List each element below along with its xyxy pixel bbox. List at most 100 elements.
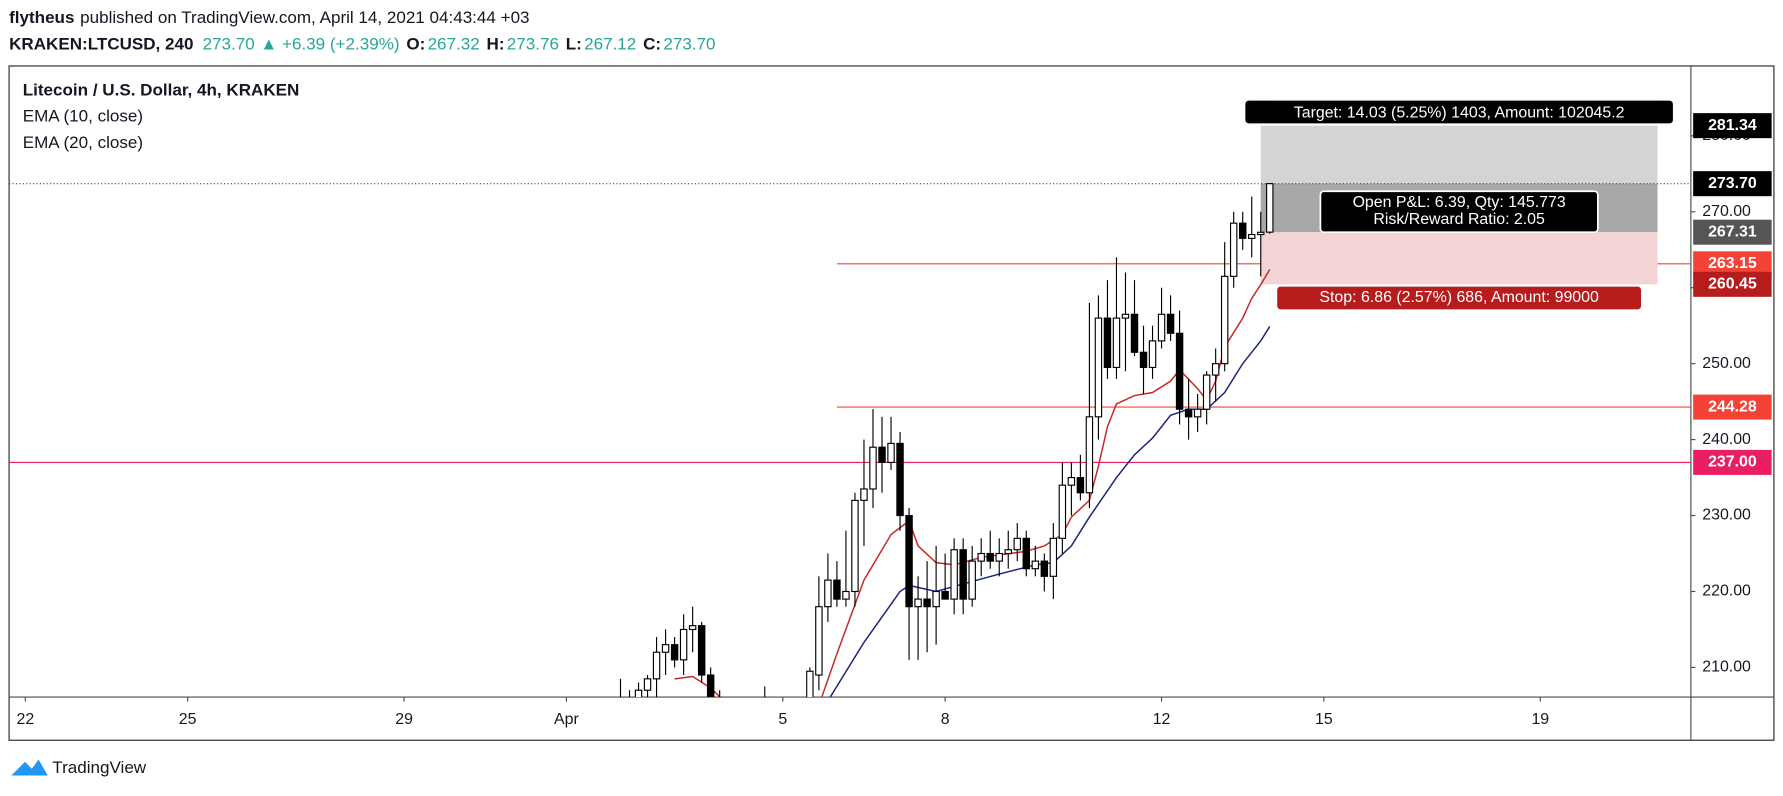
candle-body <box>661 644 670 653</box>
symbol: KRAKEN:LTCUSD, 240 <box>9 34 193 53</box>
candle-body <box>1112 317 1121 369</box>
candle-body <box>1067 477 1076 486</box>
ohlc-key: O: <box>406 34 425 53</box>
candle-body <box>1266 183 1274 233</box>
candle-body <box>1157 313 1166 342</box>
footer: TradingView <box>11 758 147 777</box>
target-label: Target: 14.03 (5.25%) 1403, Amount: 1020… <box>1294 104 1625 121</box>
target-label-box <box>1245 100 1673 124</box>
candle-body <box>1139 351 1148 369</box>
candle-body <box>1094 317 1103 418</box>
level-price-tag-box <box>1693 449 1772 475</box>
candle-body <box>1257 231 1265 236</box>
candle-body <box>860 488 868 501</box>
candle-body <box>941 590 949 600</box>
candle-body <box>842 590 850 600</box>
candle-body <box>887 442 895 463</box>
candle-body <box>1031 560 1040 570</box>
candle-body <box>617 698 623 706</box>
candle-body <box>1121 313 1130 319</box>
target-price-tag-box <box>1693 113 1772 139</box>
candle-body <box>815 606 823 676</box>
ohlc-value: 267.12 <box>584 34 636 53</box>
ohlc-value: 273.76 <box>507 34 559 53</box>
entry-price-tag: 267.31 <box>1708 223 1757 240</box>
pnl-box <box>1319 190 1599 234</box>
y-tick-label: 250.00 <box>1702 355 1751 372</box>
candle-body <box>878 446 886 463</box>
candle-body <box>643 678 652 691</box>
ohlc-key: L: <box>566 34 582 53</box>
x-tick-label: Apr <box>554 711 579 728</box>
stop-label-box <box>1277 286 1642 310</box>
level-price-tag: 263.15 <box>1708 255 1757 272</box>
target-price-tag: 281.34 <box>1708 117 1757 134</box>
ema-line <box>829 326 1271 698</box>
candle-body <box>634 689 643 698</box>
candle-body <box>1211 363 1220 376</box>
y-tick-label: 210.00 <box>1702 659 1751 676</box>
candle-body <box>1022 537 1031 570</box>
candle-body <box>1229 222 1238 277</box>
x-tick-label: 8 <box>941 711 950 728</box>
candle-body <box>753 713 759 721</box>
x-tick-label: 25 <box>179 711 197 728</box>
candle-body <box>1013 537 1021 551</box>
candle-body <box>950 549 958 600</box>
candle-body <box>1248 233 1256 239</box>
candle-body <box>914 598 922 608</box>
candle-body <box>1166 313 1175 334</box>
chart-title: Litecoin / U.S. Dollar, 4h, KRAKEN <box>23 80 300 99</box>
candle-body <box>977 552 985 562</box>
pnl-label: Risk/Reward Ratio: 2.05 <box>1373 211 1545 228</box>
candle-body <box>789 705 795 713</box>
x-tick-label: 19 <box>1531 711 1549 728</box>
footer-brand: TradingView <box>52 758 146 777</box>
y-tick-label: 240.00 <box>1702 431 1751 448</box>
candle-body <box>1103 317 1112 369</box>
candle-body <box>717 698 723 721</box>
candle-body <box>1130 313 1139 353</box>
last-price: 273.70 <box>203 34 255 53</box>
entry-price-tag-box <box>1693 219 1772 245</box>
stop-price-tag-box <box>1693 271 1772 297</box>
header-line: flytheus published on TradingView.com, Ap… <box>9 8 529 27</box>
candle-body <box>1040 560 1049 577</box>
candle-body <box>744 713 750 728</box>
level-price-tag: 237.00 <box>1708 454 1757 471</box>
ohlc-value: 267.32 <box>428 34 480 53</box>
candle-body <box>1148 340 1157 369</box>
candle-body <box>1238 222 1247 239</box>
candle-body <box>762 705 768 720</box>
candle-body <box>706 674 715 698</box>
candle-body <box>1076 477 1085 494</box>
candle-body <box>679 628 688 661</box>
candle-body <box>1058 484 1067 539</box>
author: flytheus <box>9 8 74 27</box>
stop-label: Stop: 6.86 (2.57%) 686, Amount: 99000 <box>1319 289 1599 306</box>
candle-body <box>896 442 904 517</box>
y-tick-label: 230.00 <box>1702 507 1751 524</box>
candle-body <box>959 549 967 600</box>
candle-body <box>726 721 732 736</box>
candle-body <box>1004 549 1012 555</box>
x-tick-label: 29 <box>395 711 413 728</box>
stop-price-tag: 260.45 <box>1708 276 1757 293</box>
change: ▲ +6.39 (+2.39%) <box>260 34 399 53</box>
candle-body <box>798 705 804 713</box>
candle-body <box>735 728 741 736</box>
candle-body <box>688 625 697 631</box>
candle-body <box>1202 374 1211 410</box>
candle-body <box>670 644 679 661</box>
last-price-tag: 273.70 <box>1708 175 1757 192</box>
candle-body <box>968 560 976 600</box>
candle-body <box>905 514 913 608</box>
candle-body <box>833 579 841 600</box>
x-tick-label: 22 <box>16 711 34 728</box>
x-tick-label: 5 <box>778 711 787 728</box>
ohlc-key: C: <box>643 34 661 53</box>
candle-body <box>1049 537 1058 577</box>
y-tick-label: 270.00 <box>1702 203 1751 220</box>
